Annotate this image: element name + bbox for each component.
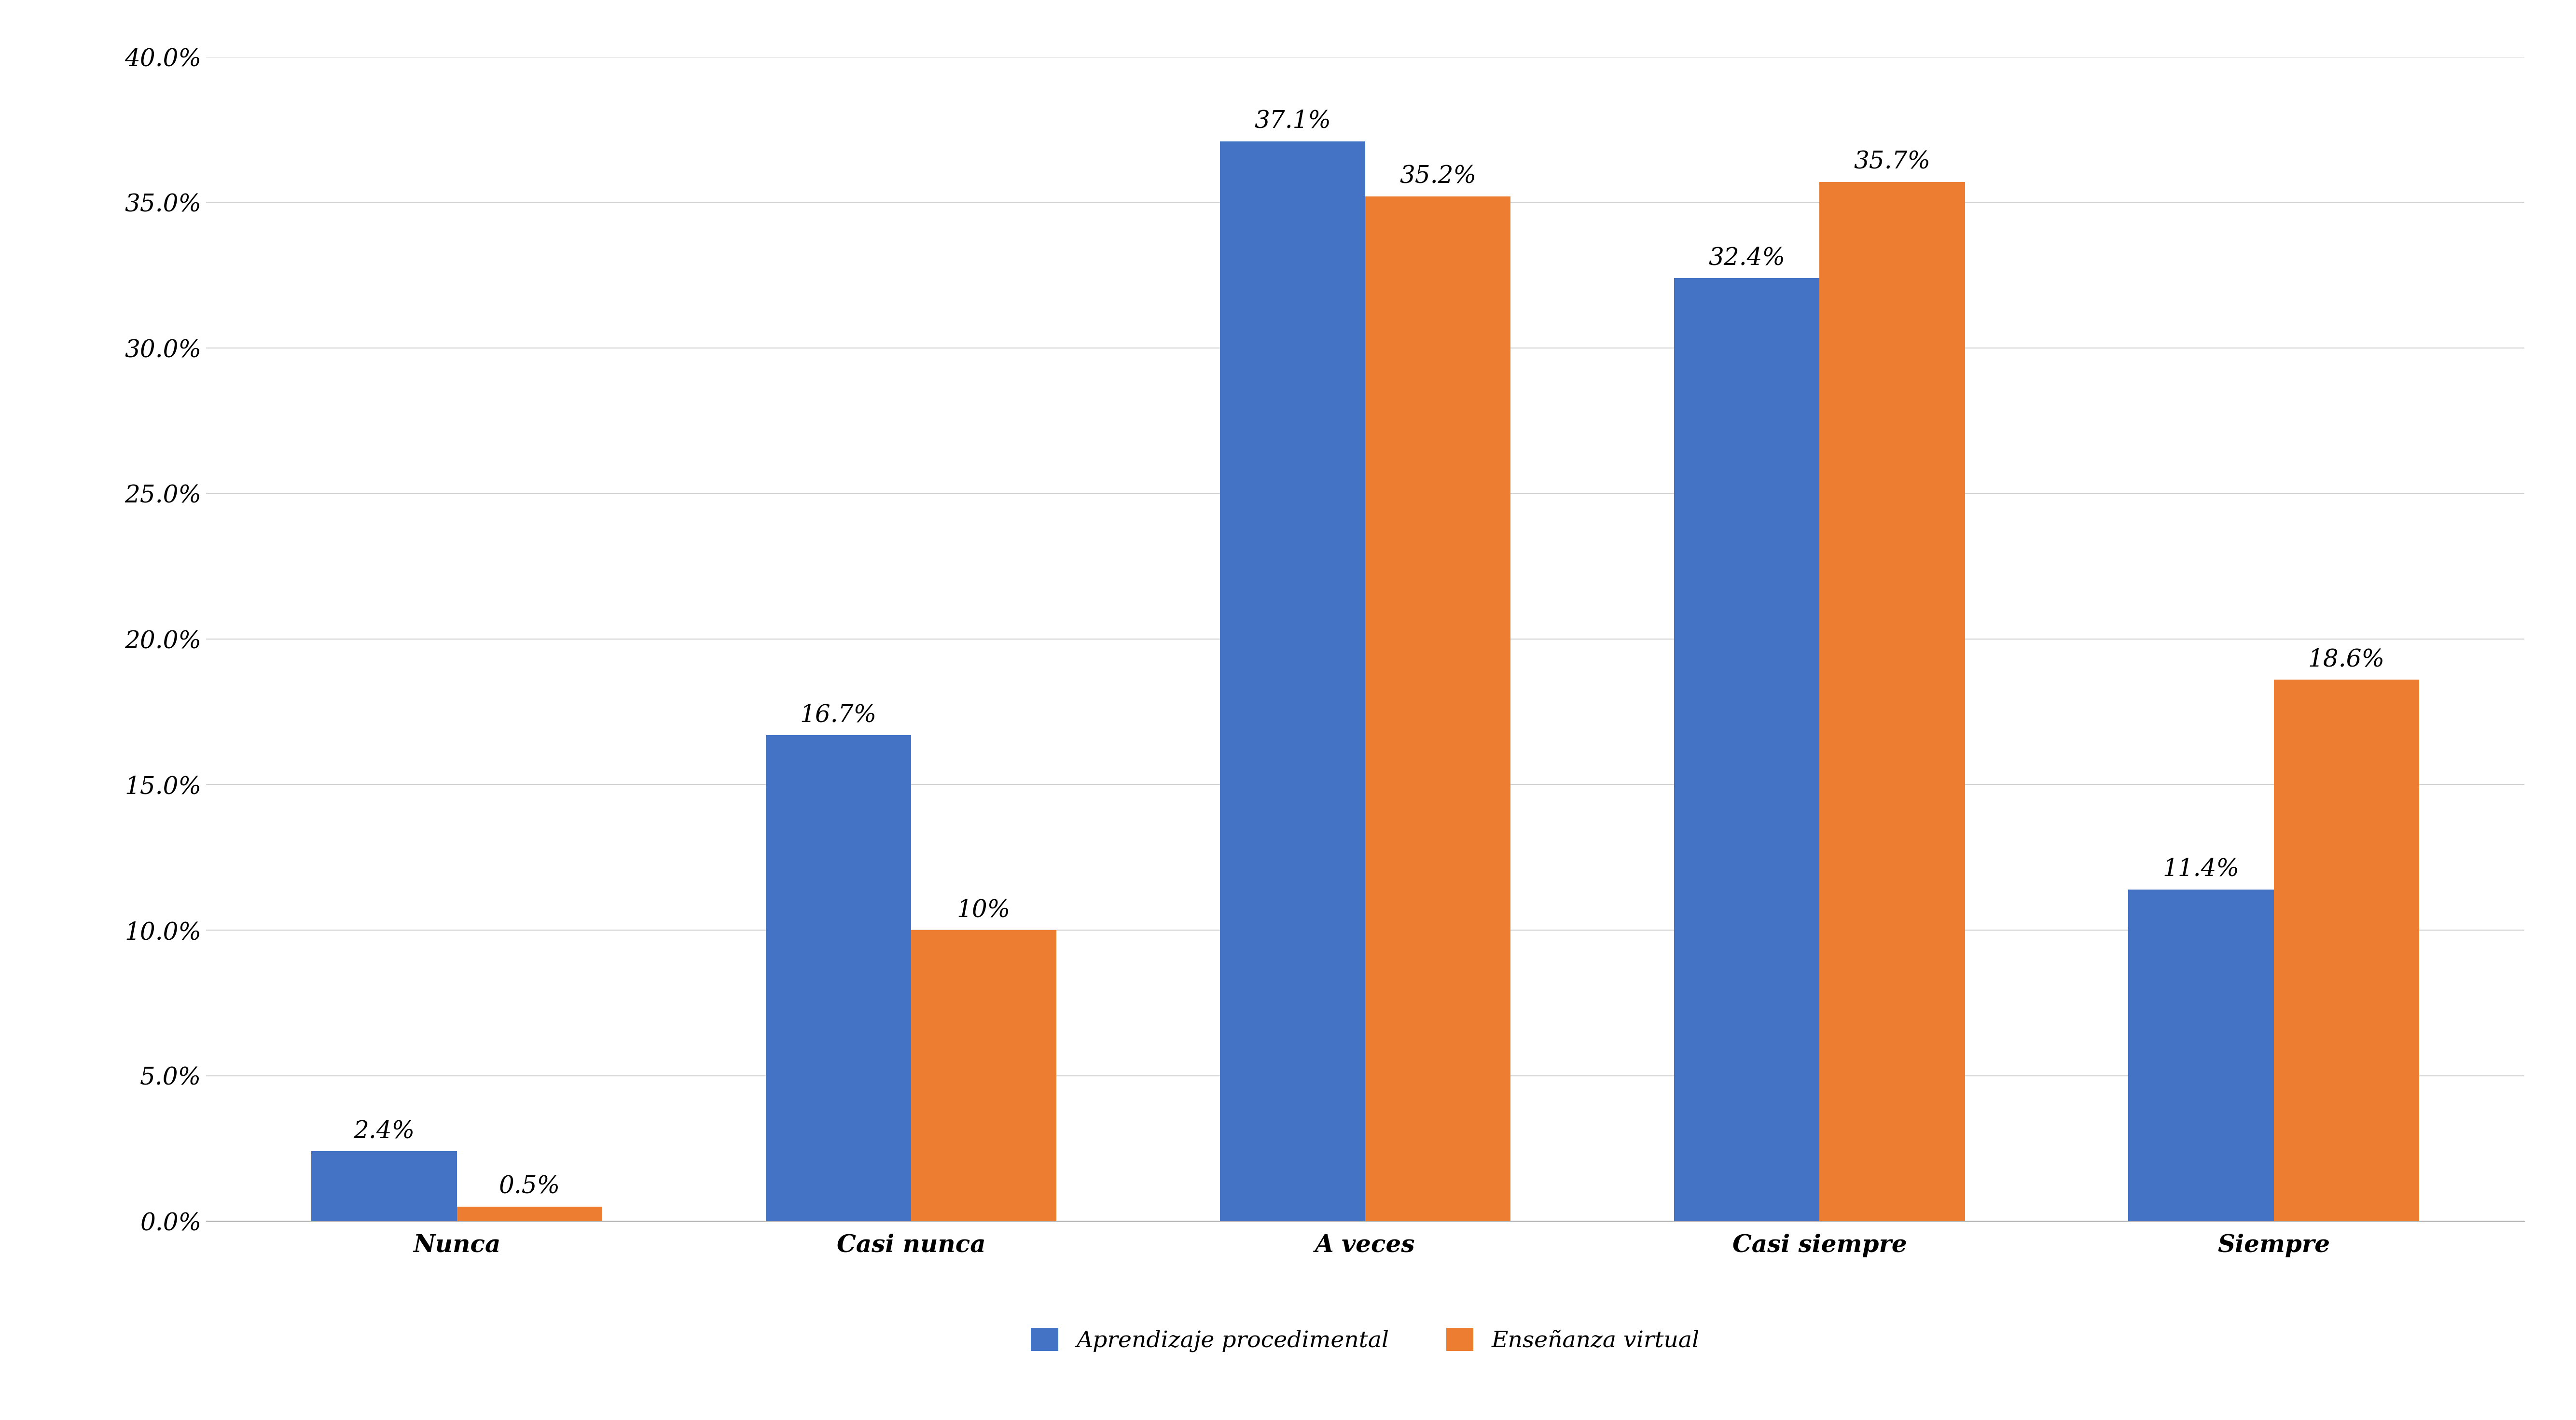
Text: 37.1%: 37.1% [1255,109,1332,133]
Text: 16.7%: 16.7% [801,703,876,727]
Bar [2128,889,2275,1221]
Text: 2.4%: 2.4% [353,1119,415,1143]
Bar [2275,680,2419,1221]
Text: 10%: 10% [956,899,1010,922]
Legend: Aprendizaje procedimental, Enseñanza virtual: Aprendizaje procedimental, Enseñanza vir… [1023,1319,1708,1362]
Bar [1365,196,1510,1221]
Bar [765,736,912,1221]
Bar [1674,278,1819,1221]
Bar [1221,141,1365,1221]
Bar [312,1152,456,1221]
Bar [1819,182,1965,1221]
Text: 0.5%: 0.5% [500,1174,559,1198]
Text: 35.7%: 35.7% [1855,151,1929,173]
Bar [912,930,1056,1221]
Text: 11.4%: 11.4% [2164,858,2239,882]
Text: 35.2%: 35.2% [1399,165,1476,189]
Text: 18.6%: 18.6% [2308,648,2385,672]
Text: 32.4%: 32.4% [1708,246,1785,270]
Bar [456,1207,603,1221]
